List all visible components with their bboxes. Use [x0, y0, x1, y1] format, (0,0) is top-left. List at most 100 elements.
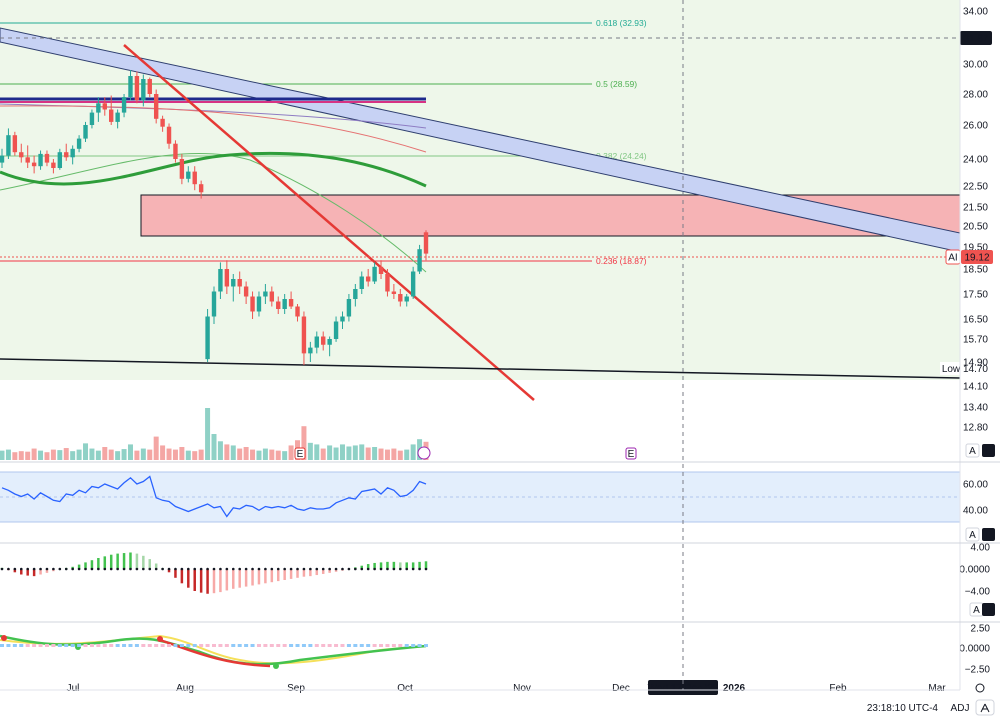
volume-bar[interactable] [301, 426, 307, 460]
volume-bar[interactable] [256, 450, 262, 460]
candle-body[interactable] [44, 153, 50, 163]
candle-body[interactable] [237, 279, 242, 287]
volume-bar[interactable] [211, 434, 217, 460]
volume-bar[interactable] [320, 448, 326, 460]
candle-body[interactable] [38, 153, 43, 167]
volume-bar[interactable] [327, 445, 333, 460]
candle-body[interactable] [410, 271, 416, 297]
candle-body[interactable] [25, 157, 30, 163]
volume-bar[interactable] [160, 445, 166, 460]
candle-body[interactable] [96, 103, 101, 113]
volume-bar[interactable] [185, 450, 191, 460]
volume-bar[interactable] [205, 408, 211, 460]
candle-body[interactable] [404, 296, 409, 302]
candle-body[interactable] [263, 291, 268, 297]
candle-body[interactable] [417, 249, 422, 272]
candle-body[interactable] [173, 143, 178, 159]
oscillator-1-line[interactable] [1, 475, 427, 518]
volume-bar[interactable] [25, 451, 31, 460]
volume-bar[interactable] [108, 449, 114, 460]
candle-body[interactable] [205, 316, 210, 360]
volume-bar[interactable] [140, 448, 146, 460]
volume-bar[interactable] [410, 444, 416, 460]
candle-body[interactable] [134, 76, 140, 101]
volume-bar[interactable] [243, 447, 249, 460]
volume-bar[interactable] [50, 449, 56, 460]
candle-body[interactable] [51, 162, 56, 168]
candle-body[interactable] [282, 299, 287, 309]
volume-bar[interactable] [314, 444, 320, 460]
candle-body[interactable] [12, 135, 18, 153]
log-scale-button-3[interactable] [982, 603, 995, 616]
candle-body[interactable] [378, 266, 384, 274]
earnings-marker[interactable] [625, 447, 637, 460]
volume-bar[interactable] [134, 450, 140, 460]
oscillator-3-green[interactable] [0, 634, 427, 666]
volume-bar[interactable] [83, 443, 89, 460]
candle-body[interactable] [6, 135, 11, 156]
volume-bar[interactable] [217, 441, 223, 460]
volume-bar[interactable] [44, 452, 50, 460]
volume-bar[interactable] [76, 449, 82, 460]
volume-bar[interactable] [384, 449, 390, 460]
candle-body[interactable] [231, 279, 236, 287]
candle-body[interactable] [256, 296, 262, 312]
volume-bar[interactable] [89, 448, 95, 460]
candle-body[interactable] [423, 232, 429, 254]
candle-body[interactable] [109, 109, 114, 122]
curve-arc[interactable] [0, 151, 427, 188]
candle-body[interactable] [353, 289, 358, 299]
go-to-realtime-button[interactable] [975, 699, 995, 716]
candle-body[interactable] [340, 316, 345, 322]
candle-body[interactable] [186, 171, 191, 179]
support-line[interactable] [0, 358, 961, 379]
candle-body[interactable] [102, 103, 107, 110]
volume-bar[interactable] [70, 451, 76, 460]
volume-bar[interactable] [147, 449, 153, 460]
candle-body[interactable] [314, 336, 319, 348]
volume-bar[interactable] [121, 449, 127, 460]
candle-body[interactable] [19, 152, 24, 158]
signal-dot[interactable] [1, 635, 7, 641]
candle-body[interactable] [121, 97, 127, 113]
volume-bar[interactable] [102, 447, 108, 460]
volume-bar[interactable] [172, 449, 178, 460]
candle-body[interactable] [115, 112, 120, 122]
earnings-marker[interactable] [294, 447, 306, 460]
volume-bar[interactable] [262, 448, 268, 460]
volume-bar[interactable] [127, 444, 133, 460]
volume-bar[interactable] [153, 436, 159, 460]
volume-bar[interactable] [95, 450, 101, 460]
candle-body[interactable] [385, 274, 390, 292]
volume-bar[interactable] [391, 448, 397, 460]
ma-line-green-thin[interactable] [0, 152, 427, 273]
volume-bar[interactable] [12, 452, 18, 460]
candle-body[interactable] [83, 125, 88, 139]
candle-body[interactable] [269, 291, 275, 302]
candle-body[interactable] [192, 171, 197, 185]
candle-body[interactable] [211, 291, 217, 317]
candle-body[interactable] [166, 126, 172, 144]
volume-bar[interactable] [0, 450, 5, 460]
candle-body[interactable] [321, 336, 326, 345]
volume-bar[interactable] [365, 447, 371, 460]
candle-body[interactable] [179, 159, 185, 179]
candle-body[interactable] [372, 266, 377, 282]
oscillator-3-yellow[interactable] [0, 634, 427, 665]
candle-body[interactable] [333, 321, 339, 340]
candle-body[interactable] [346, 299, 352, 317]
oscillator-3-red[interactable] [159, 638, 271, 668]
volume-bar[interactable] [198, 449, 204, 460]
candle-body[interactable] [301, 316, 307, 354]
volume-bar[interactable] [38, 450, 44, 460]
volume-bar[interactable] [224, 444, 230, 460]
candle-body[interactable] [243, 286, 249, 297]
candle-body[interactable] [295, 306, 300, 317]
candle-body[interactable] [160, 118, 165, 127]
volume-bar[interactable] [288, 445, 294, 460]
red-trendline[interactable] [123, 44, 535, 401]
volume-bar[interactable] [57, 450, 63, 460]
candle-body[interactable] [147, 79, 152, 94]
volume-bar[interactable] [275, 450, 281, 460]
